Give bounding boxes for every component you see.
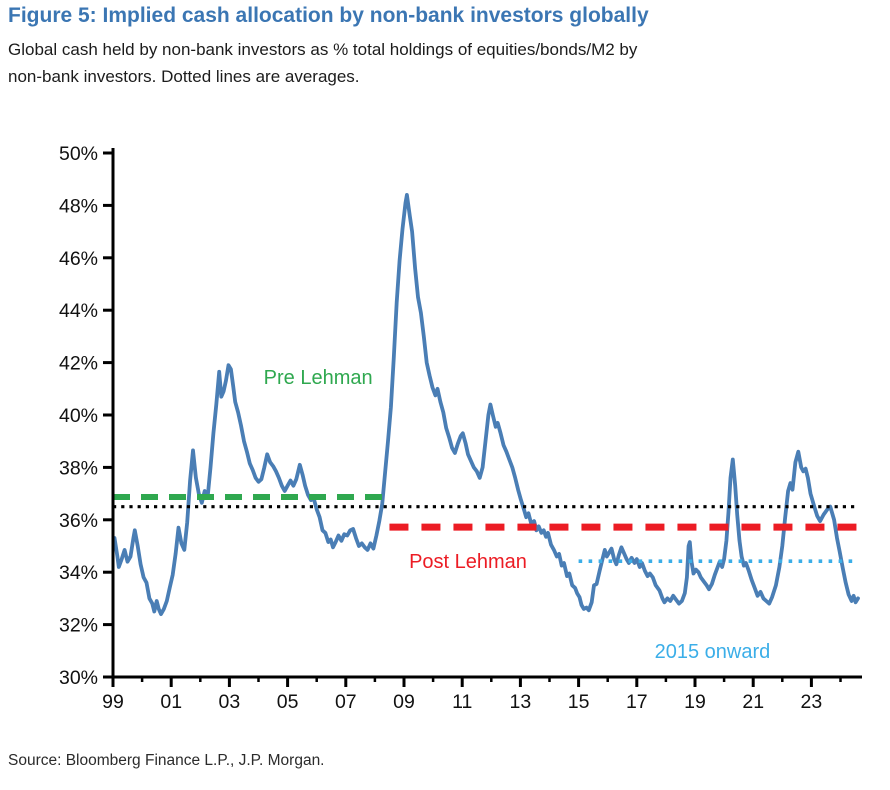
x-tick-label: 19 <box>684 691 706 713</box>
x-tick-label: 01 <box>160 691 182 713</box>
source-note: Source: Bloomberg Finance L.P., J.P. Mor… <box>8 752 325 769</box>
y-tick-label: 42% <box>59 353 98 375</box>
y-tick-label: 30% <box>59 667 98 689</box>
x-tick-label: 23 <box>801 691 823 713</box>
y-tick-label: 34% <box>59 562 98 584</box>
y-tick-label: 44% <box>59 300 98 322</box>
x-tick-label: 05 <box>277 691 299 713</box>
y-tick-label: 50% <box>59 143 98 165</box>
y-tick-label: 38% <box>59 457 98 479</box>
y-tick-label: 48% <box>59 195 98 217</box>
x-tick-label: 07 <box>335 691 357 713</box>
x-tick-label: 03 <box>219 691 241 713</box>
figure-subtitle: Global cash held by non-bank investors a… <box>8 36 637 90</box>
y-tick-label: 32% <box>59 615 98 637</box>
chart-canvas: 30% 32% 34% 36% 38% 40% 42% 44% 46% 48% 50% 99 01 03 0… <box>59 143 862 713</box>
x-tick-label: 15 <box>568 691 590 713</box>
y-tick-label: 36% <box>59 510 98 532</box>
figure-subtitle-line1: Global cash held by non-bank investors a… <box>8 40 638 59</box>
2015-onward-label: 2015 onward <box>655 641 771 663</box>
x-tick-label: 99 <box>102 691 124 713</box>
y-tick-label: 40% <box>59 405 98 427</box>
y-tick-label: 46% <box>59 248 98 270</box>
figure-title: Figure 5: Implied cash allocation by non… <box>8 4 649 27</box>
x-tick-label: 09 <box>393 691 415 713</box>
figure-subtitle-line2: non-bank investors. Dotted lines are ave… <box>8 67 360 86</box>
pre-lehman-label: Pre Lehman <box>264 367 373 389</box>
x-tick-label: 21 <box>742 691 764 713</box>
post-lehman-label: Post Lehman <box>409 551 527 573</box>
x-tick-label: 13 <box>510 691 532 713</box>
cash-allocation-line <box>112 193 860 616</box>
x-tick-label: 17 <box>626 691 648 713</box>
x-tick-label: 11 <box>452 691 472 713</box>
